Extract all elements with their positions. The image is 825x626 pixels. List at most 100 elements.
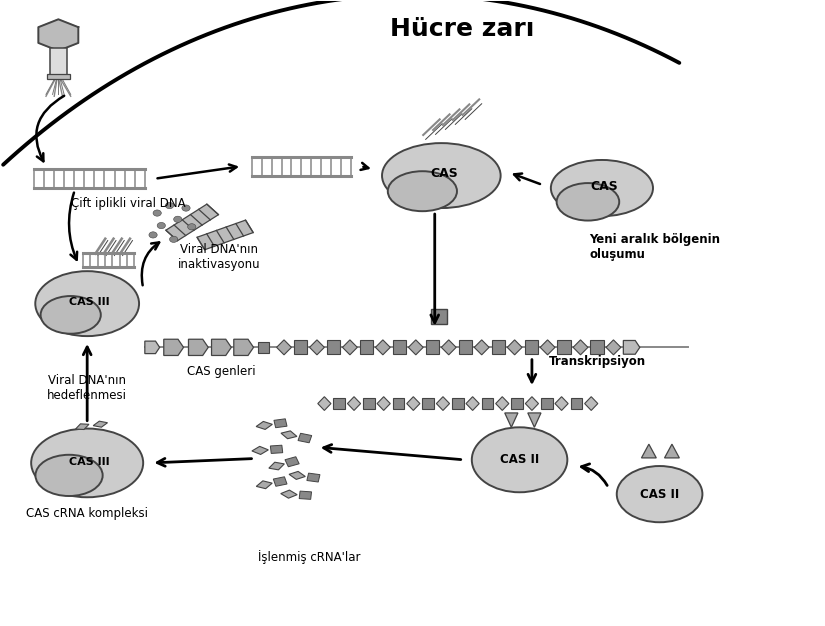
Polygon shape	[257, 481, 272, 489]
Text: Transkripsiyon: Transkripsiyon	[549, 355, 645, 368]
Bar	[422, 398, 434, 409]
Ellipse shape	[617, 466, 702, 522]
Text: CAS III: CAS III	[68, 456, 109, 466]
Polygon shape	[307, 473, 320, 482]
Bar	[294, 341, 307, 354]
Polygon shape	[280, 490, 297, 498]
Text: CAS genleri: CAS genleri	[187, 365, 256, 378]
Circle shape	[173, 216, 182, 222]
Polygon shape	[347, 397, 361, 411]
Circle shape	[182, 205, 190, 211]
Text: Hücre zarı: Hücre zarı	[389, 17, 534, 41]
Bar	[393, 341, 406, 354]
Text: Yeni aralık bölgenin
oluşumu: Yeni aralık bölgenin oluşumu	[590, 233, 720, 261]
Text: Çift iplikli viral DNA: Çift iplikli viral DNA	[71, 197, 186, 210]
Polygon shape	[276, 340, 291, 355]
Polygon shape	[281, 431, 297, 439]
Polygon shape	[407, 397, 420, 411]
Bar	[50, 48, 67, 76]
Polygon shape	[664, 444, 679, 458]
Circle shape	[187, 223, 196, 230]
Circle shape	[149, 232, 158, 238]
Bar	[327, 341, 340, 354]
Polygon shape	[555, 397, 568, 411]
Polygon shape	[573, 340, 588, 355]
Polygon shape	[289, 471, 305, 480]
Text: CAS: CAS	[431, 167, 459, 180]
Polygon shape	[166, 204, 219, 241]
Polygon shape	[585, 397, 598, 411]
Bar	[431, 309, 447, 324]
Polygon shape	[188, 339, 208, 356]
Polygon shape	[496, 397, 509, 411]
Text: CAS: CAS	[591, 180, 618, 193]
Polygon shape	[269, 462, 285, 470]
Polygon shape	[474, 340, 489, 355]
Polygon shape	[342, 340, 357, 355]
Polygon shape	[211, 339, 231, 356]
Text: Viral DNA'nın
inaktivasyonu: Viral DNA'nın inaktivasyonu	[177, 243, 260, 271]
Bar	[363, 398, 375, 409]
Polygon shape	[318, 397, 331, 411]
Text: Viral DNA'nın
hedeflenmesi: Viral DNA'nın hedeflenmesi	[47, 374, 127, 402]
Bar	[459, 341, 472, 354]
Polygon shape	[271, 445, 283, 453]
Polygon shape	[375, 340, 390, 355]
Bar	[571, 398, 582, 409]
Polygon shape	[408, 340, 423, 355]
Polygon shape	[273, 477, 287, 486]
Text: CAS II: CAS II	[500, 453, 540, 466]
Ellipse shape	[388, 172, 457, 211]
Circle shape	[158, 222, 166, 228]
Polygon shape	[606, 340, 621, 355]
Polygon shape	[256, 421, 272, 429]
Polygon shape	[76, 424, 89, 429]
Ellipse shape	[472, 428, 568, 492]
Polygon shape	[274, 419, 287, 428]
Polygon shape	[145, 341, 160, 354]
Polygon shape	[466, 397, 479, 411]
Ellipse shape	[35, 454, 102, 496]
Ellipse shape	[551, 160, 653, 216]
Bar	[393, 398, 404, 409]
Polygon shape	[252, 446, 268, 454]
Polygon shape	[540, 340, 555, 355]
Bar	[452, 398, 464, 409]
Ellipse shape	[557, 183, 620, 220]
Circle shape	[153, 210, 162, 216]
Polygon shape	[298, 433, 312, 443]
Polygon shape	[528, 413, 541, 428]
Polygon shape	[309, 340, 324, 355]
Polygon shape	[436, 397, 450, 411]
Bar	[482, 398, 493, 409]
Bar	[333, 398, 345, 409]
Bar	[541, 398, 553, 409]
Bar	[492, 341, 505, 354]
Polygon shape	[505, 413, 518, 428]
Text: CAS II: CAS II	[640, 488, 679, 501]
Polygon shape	[93, 421, 107, 427]
Circle shape	[166, 202, 173, 208]
Polygon shape	[299, 491, 312, 500]
Bar	[426, 341, 439, 354]
Polygon shape	[507, 340, 522, 355]
Bar	[512, 398, 523, 409]
Ellipse shape	[35, 271, 139, 336]
Text: CAS III: CAS III	[69, 297, 110, 307]
Polygon shape	[624, 341, 640, 354]
Polygon shape	[377, 397, 390, 411]
Ellipse shape	[40, 296, 101, 334]
Bar	[360, 341, 373, 354]
Polygon shape	[39, 19, 78, 51]
Polygon shape	[164, 339, 183, 356]
Text: CAS cRNA kompleksi: CAS cRNA kompleksi	[26, 506, 148, 520]
Ellipse shape	[31, 429, 144, 497]
Bar	[558, 341, 571, 354]
Polygon shape	[526, 397, 539, 411]
Circle shape	[169, 236, 177, 242]
Bar	[525, 341, 538, 354]
Polygon shape	[197, 220, 253, 250]
Bar	[47, 74, 70, 79]
Polygon shape	[233, 339, 253, 356]
Polygon shape	[285, 457, 299, 467]
